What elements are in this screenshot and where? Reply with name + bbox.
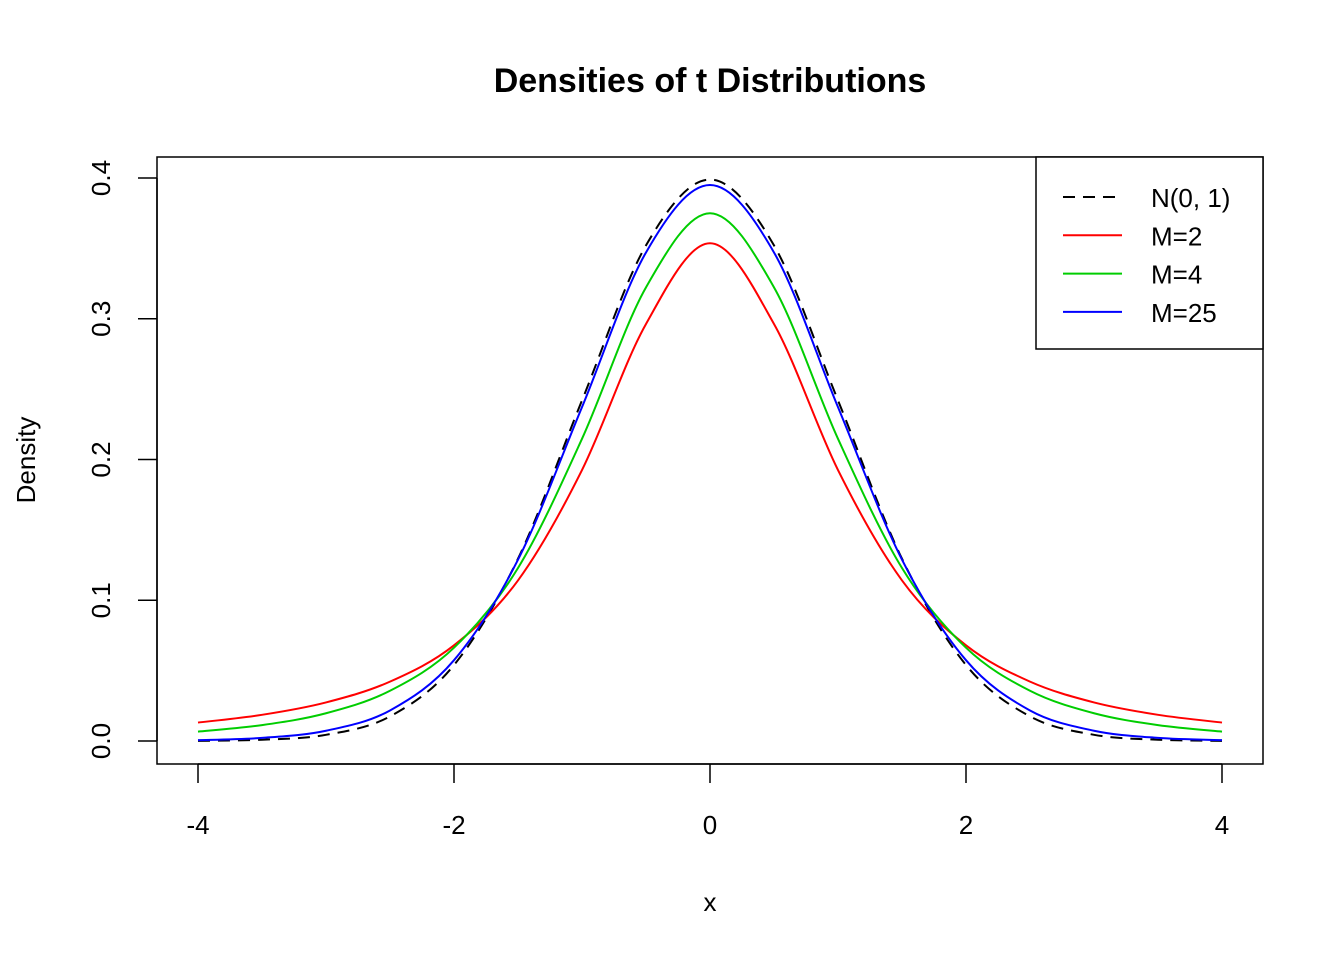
legend-label: M=2 — [1151, 221, 1202, 251]
chart-title: Densities of t Distributions — [494, 62, 927, 100]
x-tick-label: 4 — [1215, 810, 1229, 840]
x-axis-label: x — [704, 887, 717, 917]
y-tick-label: 0.2 — [86, 441, 116, 477]
y-tick-label: 0.1 — [86, 582, 116, 618]
y-tick-label: 0.3 — [86, 301, 116, 337]
series-line-2 — [197, 212, 1223, 733]
legend-label: N(0, 1) — [1151, 183, 1230, 213]
y-tick-label: 0.4 — [86, 160, 116, 196]
x-tick-label: -4 — [186, 810, 209, 840]
x-tick-label: -2 — [442, 810, 465, 840]
series-line-3 — [197, 184, 1223, 742]
legend-label: M=4 — [1151, 260, 1202, 290]
y-tick-label: 0.0 — [86, 723, 116, 759]
series-line-1 — [197, 242, 1223, 724]
y-axis-label: Density — [11, 417, 41, 504]
legend-label: M=25 — [1151, 298, 1217, 328]
legend-box — [1035, 156, 1264, 350]
legend: N(0, 1) M=2 M=4 M=25 — [1035, 156, 1264, 350]
x-tick-label: 2 — [959, 810, 973, 840]
x-tick-label: 0 — [703, 810, 717, 840]
